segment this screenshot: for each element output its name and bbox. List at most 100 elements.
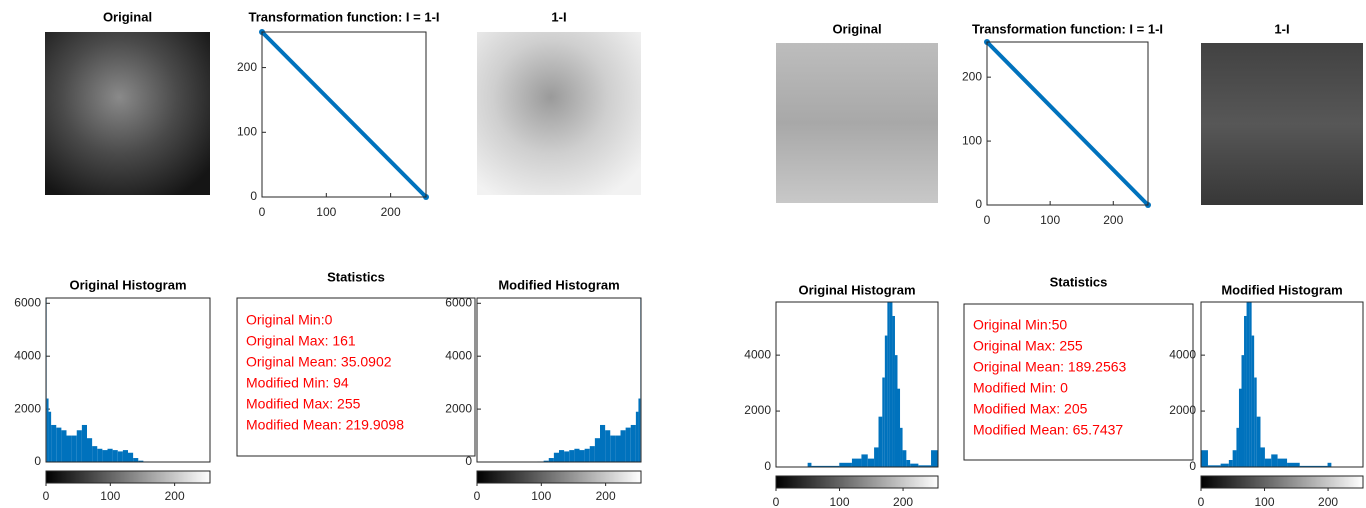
histogram-bar [902,450,907,467]
y-tick-label: 2000 [14,401,41,415]
colorbar [1200,475,1364,489]
axes-title: Modified Histogram [1221,282,1342,297]
histogram-bar [1327,462,1332,467]
image [776,43,938,203]
histogram-bar [564,451,570,462]
statistics-line: Modified Mean: 65.7437 [973,422,1123,438]
histogram-bar [117,451,123,462]
histogram-bar [638,398,641,462]
y-tick-label: 2000 [1169,403,1196,417]
axes-box [476,297,642,463]
colorbar-tick-label: 100 [531,489,551,503]
x-tick-label: 0 [259,205,266,219]
axes-title: Transformation function: I = 1-I [248,9,439,24]
histogram-bar [87,438,93,462]
y-tick-label: 2000 [744,403,771,417]
statistics-line: Modified Min: 0 [973,380,1068,396]
histogram-bar [1277,458,1288,467]
histogram-bar [900,427,903,467]
histogram-bar [1287,462,1300,467]
x-tick-label: 100 [316,205,336,219]
histogram-bar [861,454,868,467]
axes-box [261,31,427,198]
histogram-bar [1236,427,1239,467]
axes-title: Original Histogram [69,277,186,292]
histogram-bar [66,435,72,462]
histogram-bar [81,424,87,462]
histogram-bar [138,460,144,462]
y-tick-label: 0 [250,189,257,203]
statistics-line: Original Min:0 [246,312,333,328]
y-tick-label: 0 [1189,459,1196,473]
statistics-line: Modified Max: 205 [973,401,1088,417]
histogram-bar [600,424,606,462]
y-tick-label: 2000 [445,401,472,415]
image [45,32,210,195]
histogram-bar [630,424,636,462]
histogram-bar [874,447,879,467]
histogram-bar [107,448,113,462]
histogram-bar [559,450,565,462]
histogram-bar [1299,465,1328,467]
histogram-bar [1201,450,1208,467]
x-tick-label: 200 [1103,213,1123,227]
colorbar-tick-label: 100 [1255,495,1275,508]
y-tick-label: 200 [237,60,257,74]
colorbar-tick-label: 0 [474,489,481,503]
colorbar-tick-label: 100 [830,495,850,508]
y-tick-label: 0 [465,454,472,468]
axes-title: Transformation function: I = 1-I [972,21,1163,36]
histogram-bar [851,458,862,467]
x-tick-label: 200 [381,205,401,219]
histogram-bar [112,450,118,462]
histogram-bar [1244,315,1247,467]
colorbar-tick-label: 200 [165,489,185,503]
histogram-bar [1264,458,1272,467]
axes-box [986,41,1149,206]
statistics-title: Statistics [327,269,385,284]
histogram-bar [574,448,580,462]
statistics-line: Original Mean: 35.0902 [246,354,392,370]
x-tick-label: 0 [984,213,991,227]
histogram-bar [569,450,575,462]
image [477,32,641,195]
transform-line [985,40,1150,207]
statistics-box [236,297,476,457]
colorbar-tick-label: 200 [1318,495,1338,508]
histogram-bar [102,450,108,462]
histogram-bar [56,427,62,462]
histogram-bar [61,430,67,462]
statistics-line: Original Mean: 189.2563 [973,359,1127,375]
y-tick-label: 4000 [14,348,41,362]
y-tick-label: 0 [975,197,982,211]
histogram-bar [807,462,812,467]
histogram-bar [584,448,590,462]
histogram-bar [894,355,898,467]
transform-line [260,30,428,199]
histogram-bar [1238,388,1242,467]
histogram-bar [610,435,616,462]
histogram-bar [92,446,98,462]
histogram-bar [887,302,890,467]
histogram-bar [906,460,911,467]
colorbar-tick-label: 200 [596,489,616,503]
statistics-line: Original Min:50 [973,317,1067,333]
histogram-bar [1232,450,1237,467]
histogram-bar [589,446,595,462]
y-tick-label: 6000 [445,295,472,309]
histogram-bar [882,377,885,467]
histogram-bar [620,430,626,462]
statistics-line: Original Max: 161 [246,333,356,349]
axes-title: Original Histogram [798,282,915,297]
histogram-bar [579,450,585,462]
y-tick-label: 0 [764,459,771,473]
histogram-bar [97,448,103,462]
y-tick-label: 4000 [744,347,771,361]
statistics-line: Modified Max: 255 [246,396,361,412]
histogram-bar [46,398,49,462]
axes-background [1201,302,1363,467]
histogram-bar [548,458,554,462]
image-title: Original [832,21,881,36]
histogram-bar [1256,416,1261,467]
